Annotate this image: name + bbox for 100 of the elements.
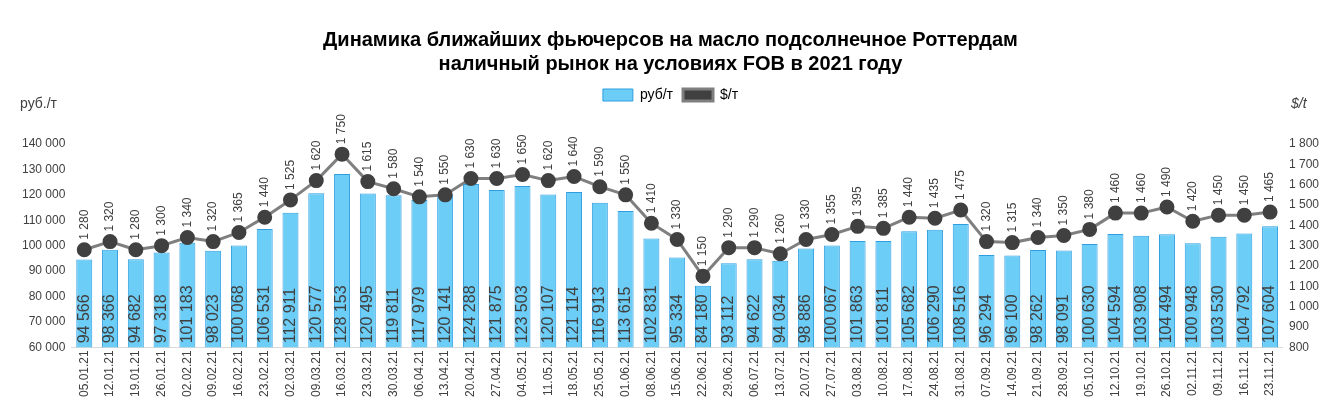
data-label: 94 622 (744, 294, 762, 344)
data-label: 101 183 (177, 285, 195, 344)
data-label: 106 290 (925, 285, 943, 344)
x-tick-label: 06.07.21 (746, 349, 761, 398)
data-label: 1 320 (205, 201, 220, 232)
data-label: 105 682 (899, 285, 917, 344)
data-label: 1 385 (875, 188, 890, 219)
data-label: 1 290 (746, 207, 761, 238)
data-label: 103 908 (1131, 285, 1149, 344)
data-label: 98 091 (1054, 294, 1072, 344)
y2-tick-label: 1 500 (1288, 197, 1320, 212)
x-tick-label: 16.11.21 (1236, 349, 1251, 397)
data-label: 1 330 (669, 199, 684, 230)
data-label: 128 153 (332, 285, 350, 344)
y-tick-label: 90 000 (28, 263, 66, 278)
data-label: 96 294 (976, 294, 994, 344)
data-label: 101 811 (873, 286, 891, 344)
x-tick-label: 23.03.21 (360, 349, 375, 398)
x-tick-label: 23.02.21 (257, 349, 272, 398)
data-label: 1 640 (566, 136, 581, 167)
x-tick-label: 27.04.21 (489, 349, 504, 398)
y-tick-label: 100 000 (21, 237, 66, 252)
x-tick-label: 31.08.21 (953, 349, 968, 398)
x-tick-label: 28.09.21 (1056, 349, 1071, 398)
data-label: 121 875 (487, 285, 505, 344)
y2-tick-label: 1 000 (1288, 298, 1320, 313)
data-label: 1 395 (849, 185, 864, 217)
data-label: 1 320 (102, 201, 117, 232)
data-label: 123 503 (512, 285, 530, 344)
y2-tick-label: 1 300 (1288, 237, 1320, 252)
data-label: 98 366 (100, 294, 118, 344)
x-tick-label: 02.11.21 (1185, 349, 1200, 397)
data-label: 1 450 (1236, 174, 1251, 206)
x-tick-label: 22.06.21 (695, 349, 710, 398)
x-tick-label: 09.11.21 (1210, 349, 1225, 397)
data-label: 1 320 (978, 201, 993, 232)
data-label: 107 604 (1260, 285, 1278, 344)
x-tick-label: 16.02.21 (231, 349, 246, 398)
data-label: 1 350 (1056, 195, 1071, 226)
data-label: 100 948 (1183, 285, 1201, 344)
data-label: 1 580 (385, 148, 400, 179)
data-label: 120 577 (306, 285, 324, 344)
y-tick-label: 140 000 (21, 136, 66, 151)
data-label: 1 440 (901, 176, 916, 208)
y2-tick-label: 1 400 (1288, 217, 1320, 232)
legend-label: $/т (720, 85, 739, 102)
y-tick-label: 110 000 (22, 212, 66, 227)
data-label: 120 495 (358, 285, 376, 344)
x-tick-label: 11.05.21 (540, 349, 555, 397)
data-label: 98 023 (203, 294, 221, 344)
x-tick-label: 08.06.21 (643, 349, 658, 398)
data-label: 96 100 (1002, 294, 1020, 344)
data-label: 120 141 (435, 285, 453, 344)
x-tick-label: 01.06.21 (617, 349, 632, 398)
x-tick-label: 25.05.21 (592, 349, 607, 398)
x-tick-label: 13.07.21 (772, 349, 787, 398)
data-label: 94 682 (126, 294, 144, 344)
x-tick-label: 03.08.21 (849, 349, 864, 398)
x-tick-label: 23.11.21 (1262, 349, 1277, 397)
data-label: 1 460 (1107, 172, 1122, 204)
y2-tick-label: 1 200 (1288, 258, 1320, 273)
x-tick-label: 30.03.21 (385, 349, 400, 398)
x-tick-label: 02.02.21 (179, 349, 194, 398)
data-label: 1 315 (1004, 202, 1019, 233)
data-label: 1 620 (308, 140, 323, 171)
data-label: 94 566 (74, 294, 92, 344)
data-label: 1 410 (643, 182, 658, 214)
x-tick-label: 19.10.21 (1133, 349, 1148, 398)
data-label: 1 440 (257, 176, 272, 208)
data-label: 102 831 (641, 285, 659, 344)
x-tick-label: 13.04.21 (437, 349, 452, 398)
data-label: 1 290 (721, 207, 736, 238)
data-label: 98 262 (1028, 294, 1046, 344)
data-label: 1 550 (617, 154, 632, 185)
data-label: 1 260 (772, 213, 787, 244)
data-label: 1 435 (927, 177, 942, 209)
data-label: 98 886 (796, 294, 814, 344)
data-label: 1 525 (282, 159, 297, 190)
data-label: 97 318 (152, 294, 170, 344)
x-tick-label: 17.08.21 (901, 349, 916, 398)
data-label: 1 330 (798, 199, 813, 230)
y2-tick-label: 800 (1288, 339, 1310, 354)
data-label: 120 107 (538, 285, 556, 344)
data-label: 103 530 (1208, 285, 1226, 344)
data-label: 101 863 (848, 285, 866, 344)
data-label: 1 650 (514, 134, 529, 165)
data-label: 1 620 (540, 140, 555, 171)
x-tick-label: 12.01.21 (102, 349, 117, 398)
x-tick-label: 10.08.21 (875, 349, 890, 398)
data-label: 119 811 (384, 287, 402, 344)
data-label: 84 180 (693, 294, 711, 344)
data-label: 1 300 (153, 205, 168, 236)
data-label: 1 630 (463, 138, 478, 169)
data-label: 1 550 (437, 154, 452, 185)
data-label: 1 150 (695, 235, 710, 267)
data-label: 1 420 (1185, 180, 1200, 212)
data-label: 113 615 (616, 286, 634, 344)
data-label: 124 288 (461, 285, 479, 344)
data-label: 100 630 (1080, 285, 1098, 344)
data-label: 1 750 (334, 113, 349, 145)
